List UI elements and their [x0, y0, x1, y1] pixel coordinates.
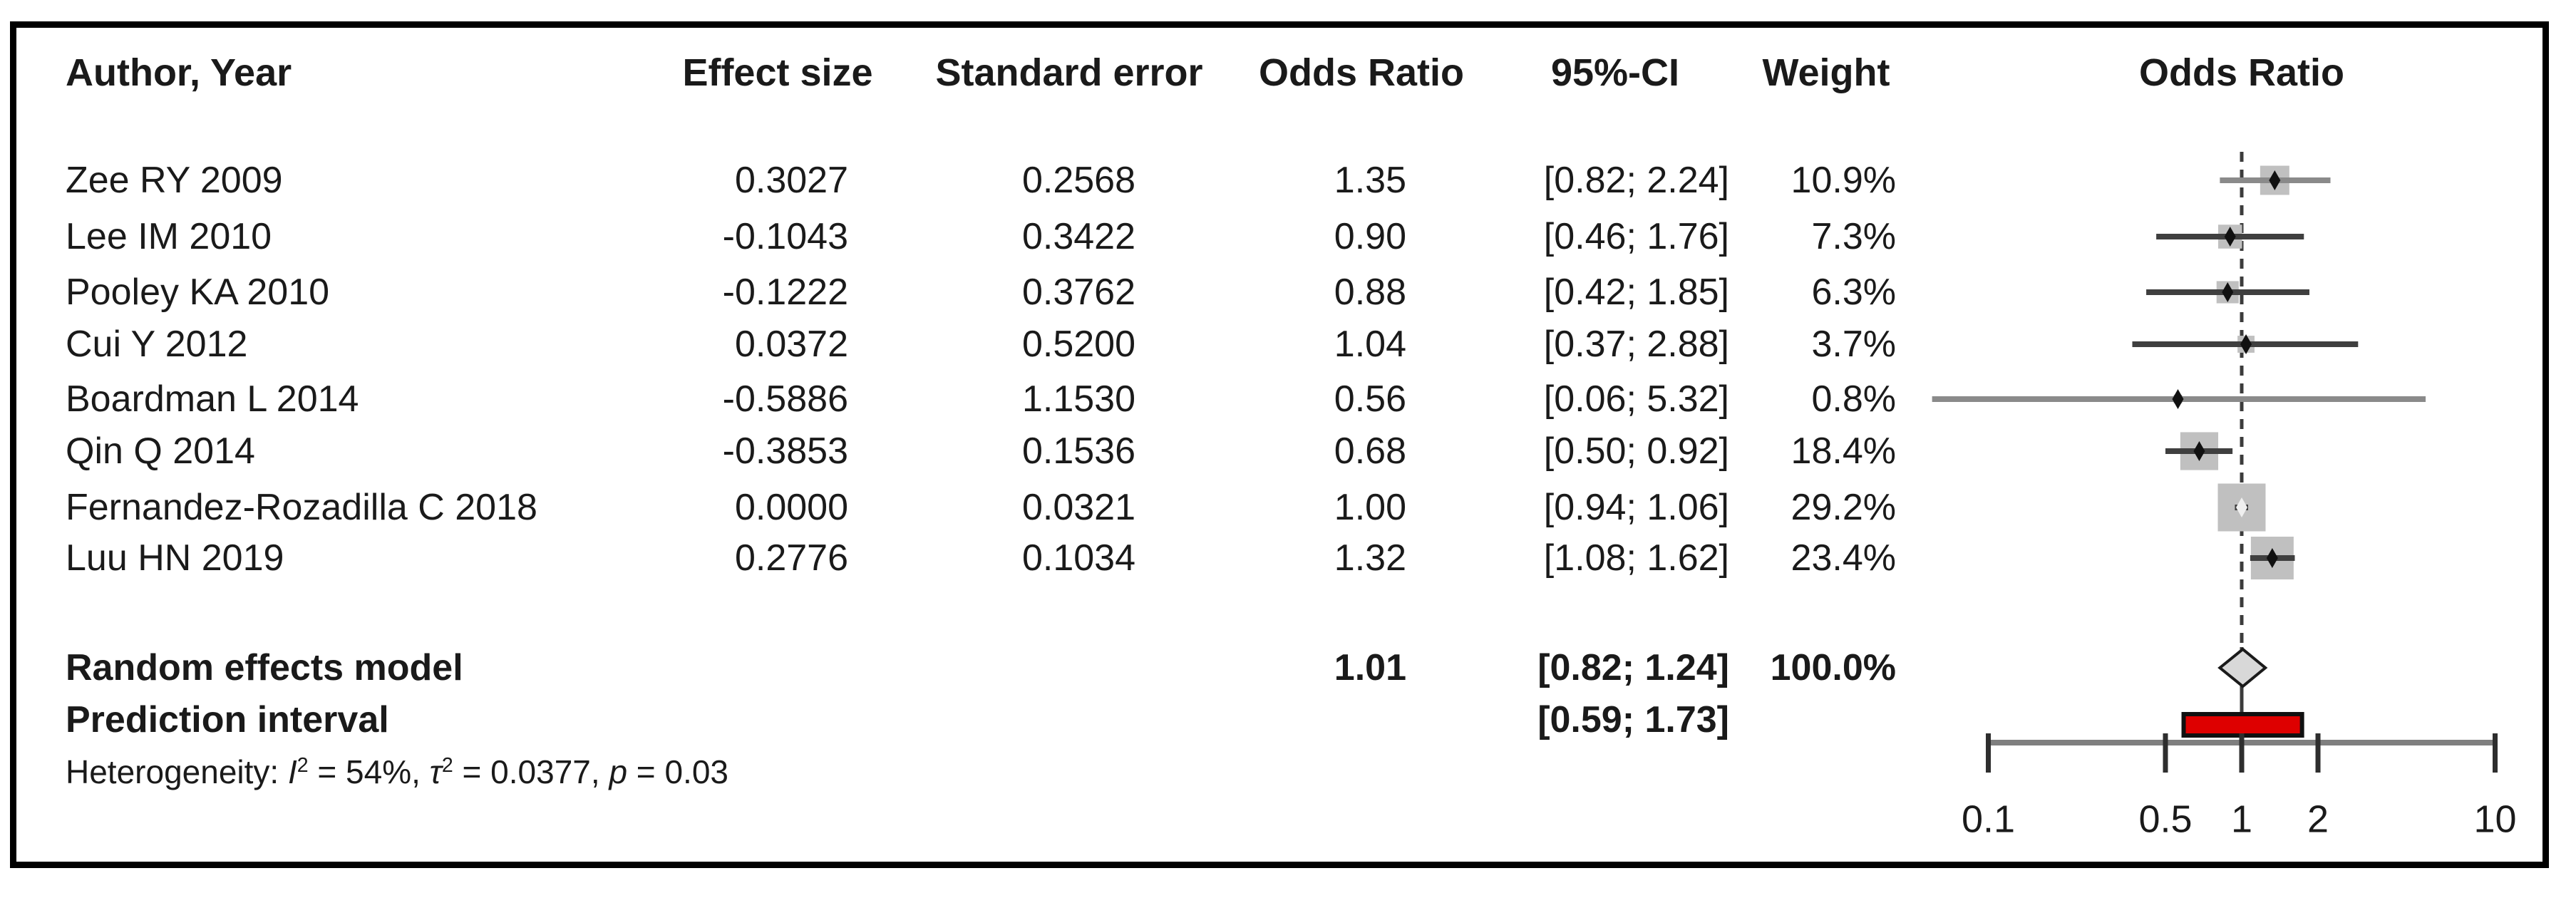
study-weight: 0.8%	[1811, 378, 1896, 420]
study-95ci: [1.08; 1.62]	[1543, 537, 1729, 579]
prediction-interval-bar	[2181, 712, 2304, 738]
study-point-marker	[2240, 334, 2252, 354]
forest-plot-title: Odds Ratio	[2138, 51, 2345, 94]
study-effect-size: -0.1043	[722, 216, 848, 257]
study-95ci: [0.37; 2.88]	[1543, 324, 1729, 365]
study-effect-size: -0.1222	[722, 272, 848, 313]
study-odds-ratio: 0.56	[1334, 378, 1406, 420]
heterogeneity-text-segment: = 54%,	[308, 753, 430, 791]
study-standard-error: 0.1536	[1021, 430, 1135, 472]
column-header-95ci: 95%-CI	[1550, 51, 1680, 94]
study-point-marker	[2193, 441, 2205, 461]
heterogeneity-text-segment: 2	[441, 753, 453, 777]
heterogeneity-text-segment: p	[609, 753, 628, 791]
study-odds-ratio: 1.04	[1334, 324, 1406, 365]
study-author-year: Luu HN 2019	[66, 537, 284, 579]
heterogeneity-statistics: Heterogeneity: I2 = 54%, τ2 = 0.0377, p …	[66, 753, 728, 791]
study-odds-ratio: 1.35	[1334, 160, 1406, 201]
study-point-marker	[2222, 282, 2234, 302]
study-effect-size: 0.0000	[734, 487, 848, 528]
study-author-year: Pooley KA 2010	[66, 272, 330, 313]
study-95ci: [0.46; 1.76]	[1543, 216, 1729, 257]
x-axis-tick-label: 1	[2231, 798, 2252, 840]
study-weight: 18.4%	[1791, 430, 1896, 472]
x-axis-tick-label: 0.5	[2138, 798, 2192, 840]
study-effect-size: -0.5886	[722, 378, 848, 420]
random-effects-model-label: Random effects model	[66, 647, 463, 688]
heterogeneity-text-segment: = 0.0377,	[453, 753, 609, 791]
study-author-year: Fernandez-Rozadilla C 2018	[66, 487, 537, 528]
study-effect-size: 0.0372	[734, 324, 848, 365]
study-standard-error: 0.0321	[1021, 487, 1135, 528]
column-header-effect-size: Effect size	[682, 51, 873, 94]
study-weight: 6.3%	[1811, 272, 1896, 313]
study-point-marker	[2236, 497, 2247, 517]
study-point-marker	[2224, 227, 2236, 247]
study-standard-error: 0.1034	[1021, 537, 1135, 579]
figure-border-frame	[10, 21, 2549, 868]
x-axis-tick-label: 10	[2473, 798, 2516, 840]
heterogeneity-text-segment: = 0.03	[627, 753, 728, 791]
study-standard-error: 0.3762	[1021, 272, 1135, 313]
study-odds-ratio: 0.90	[1334, 216, 1406, 257]
study-author-year: Lee IM 2010	[66, 216, 272, 257]
heterogeneity-text-segment: Heterogeneity:	[66, 753, 288, 791]
random-effects-weight-value: 100.0%	[1770, 647, 1896, 688]
study-weight: 29.2%	[1791, 487, 1896, 528]
heterogeneity-text-segment: I	[287, 753, 297, 791]
study-standard-error: 0.3422	[1021, 216, 1135, 257]
x-axis-tick-label: 2	[2307, 798, 2329, 840]
study-odds-ratio: 1.00	[1334, 487, 1406, 528]
study-author-year: Qin Q 2014	[66, 430, 255, 472]
prediction-interval-ci-value: [0.59; 1.73]	[1537, 699, 1729, 740]
study-point-marker	[2172, 389, 2184, 409]
heterogeneity-text-segment: τ	[429, 753, 442, 791]
study-author-year: Cui Y 2012	[66, 324, 248, 365]
study-weight: 10.9%	[1791, 160, 1896, 201]
study-95ci: [0.50; 0.92]	[1543, 430, 1729, 472]
study-standard-error: 1.1530	[1021, 378, 1135, 420]
random-effects-ci-value: [0.82; 1.24]	[1537, 647, 1729, 688]
study-95ci: [0.42; 1.85]	[1543, 272, 1729, 313]
summary-diamond	[2217, 647, 2268, 688]
study-effect-size: 0.3027	[734, 160, 848, 201]
column-header-standard-error: Standard error	[935, 51, 1203, 94]
study-weight: 7.3%	[1811, 216, 1896, 257]
study-point-marker	[2266, 548, 2278, 568]
study-standard-error: 0.2568	[1021, 160, 1135, 201]
heterogeneity-text-segment: 2	[297, 753, 309, 777]
study-effect-size: -0.3853	[722, 430, 848, 472]
study-effect-size: 0.2776	[734, 537, 848, 579]
study-point-marker	[2269, 170, 2281, 190]
study-95ci: [0.82; 2.24]	[1543, 160, 1729, 201]
study-odds-ratio: 0.88	[1334, 272, 1406, 313]
study-odds-ratio: 1.32	[1334, 537, 1406, 579]
study-author-year: Zee RY 2009	[66, 160, 283, 201]
random-effects-odds-ratio-value: 1.01	[1334, 647, 1406, 688]
x-axis-tick-label: 0.1	[1962, 798, 2015, 840]
study-weight: 3.7%	[1811, 324, 1896, 365]
column-header-odds-ratio: Odds Ratio	[1258, 51, 1465, 94]
study-standard-error: 0.5200	[1021, 324, 1135, 365]
study-95ci: [0.94; 1.06]	[1543, 487, 1729, 528]
study-95ci: [0.06; 5.32]	[1543, 378, 1729, 420]
study-author-year: Boardman L 2014	[66, 378, 359, 420]
study-weight: 23.4%	[1791, 537, 1896, 579]
column-header-author-year: Author, Year	[66, 51, 292, 94]
study-odds-ratio: 0.68	[1334, 430, 1406, 472]
prediction-interval-label: Prediction interval	[66, 699, 389, 740]
column-header-weight: Weight	[1762, 51, 1890, 94]
